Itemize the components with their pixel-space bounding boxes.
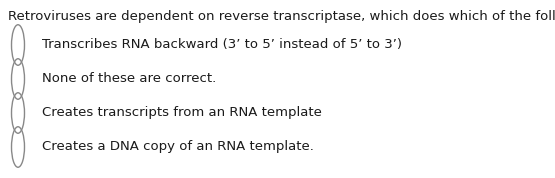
Text: Creates a DNA copy of an RNA template.: Creates a DNA copy of an RNA template. [42, 140, 314, 153]
Text: Transcribes RNA backward (3’ to 5’ instead of 5’ to 3’): Transcribes RNA backward (3’ to 5’ inste… [42, 38, 402, 51]
Text: Retroviruses are dependent on reverse transcriptase, which does which of the fol: Retroviruses are dependent on reverse tr… [8, 10, 555, 23]
Text: None of these are correct.: None of these are correct. [42, 72, 216, 85]
Text: Creates transcripts from an RNA template: Creates transcripts from an RNA template [42, 106, 322, 119]
